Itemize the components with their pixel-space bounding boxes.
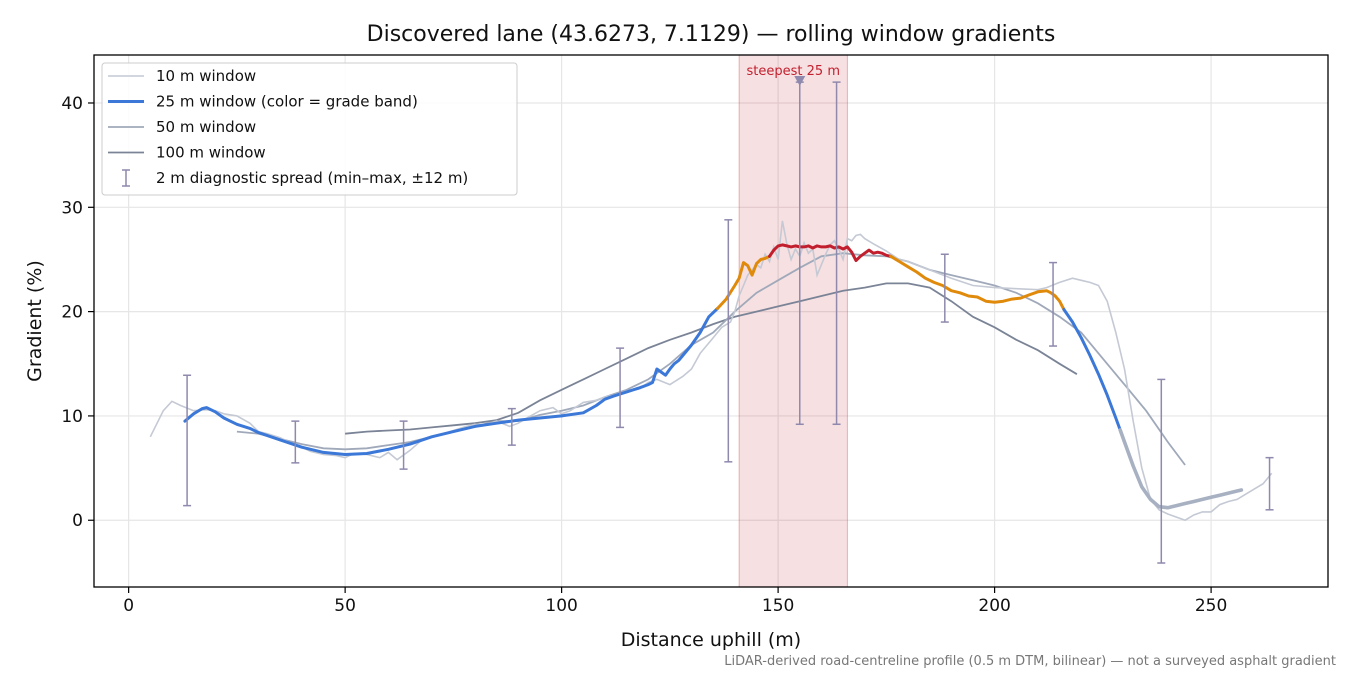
legend-100m-label: 100 m window [156,144,266,162]
x-tick-label: 50 [334,596,356,616]
series-line-25m-blue [183,406,564,456]
legend-errorbar-label: 2 m diagnostic spread (min–max, ±12 m) [156,169,468,187]
steepest-marker [794,76,806,87]
series-line-25m-blue [560,307,719,418]
legend-box [101,62,518,196]
y-tick-label: 0 [72,511,83,531]
x-tick-label: 100 [545,596,577,616]
series-line-25m-orange [889,254,1066,311]
series-line-25m-grey [1118,428,1244,510]
x-tick-label: 250 [1195,596,1227,616]
footnote: LiDAR-derived road-centreline profile (0… [724,654,1336,669]
series-line-25m-red [768,243,893,262]
series-line-10m [149,220,1273,522]
x-tick-label: 200 [978,596,1010,616]
series-line-25m-blue [1062,308,1122,432]
series-line-25m-orange [716,254,771,310]
legend-50m-label: 50 m window [156,118,256,136]
legend-25m-label: 25 m window (color = grade band) [156,93,418,111]
y-tick-label: 30 [61,198,83,218]
steepest-window-band [738,54,848,588]
plot-area: steepest 25 m 0 50 100 150 200 250 0 10 20 30 40 [61,54,1329,616]
steepest-label: steepest 25 m [747,64,840,79]
series-line-50m [236,252,1186,466]
y-tick-label: 20 [61,303,83,323]
x-tick-label: 150 [762,596,794,616]
y-tick-label: 40 [61,94,83,114]
legend-10m-label: 10 m window [156,67,256,85]
series-line-100m [345,282,1078,435]
axes-frame [93,54,1329,588]
x-axis-label: Distance uphill (m) [621,629,801,651]
chart-title: Discovered lane (43.6273, 7.1129) — roll… [367,22,1056,47]
y-axis-label: Gradient (%) [24,260,46,382]
y-tick-label: 10 [61,407,83,427]
series-group [149,81,1274,564]
x-tick-label: 0 [123,596,134,616]
legend: 10 m window 25 m window (color = grade ba… [101,62,518,196]
